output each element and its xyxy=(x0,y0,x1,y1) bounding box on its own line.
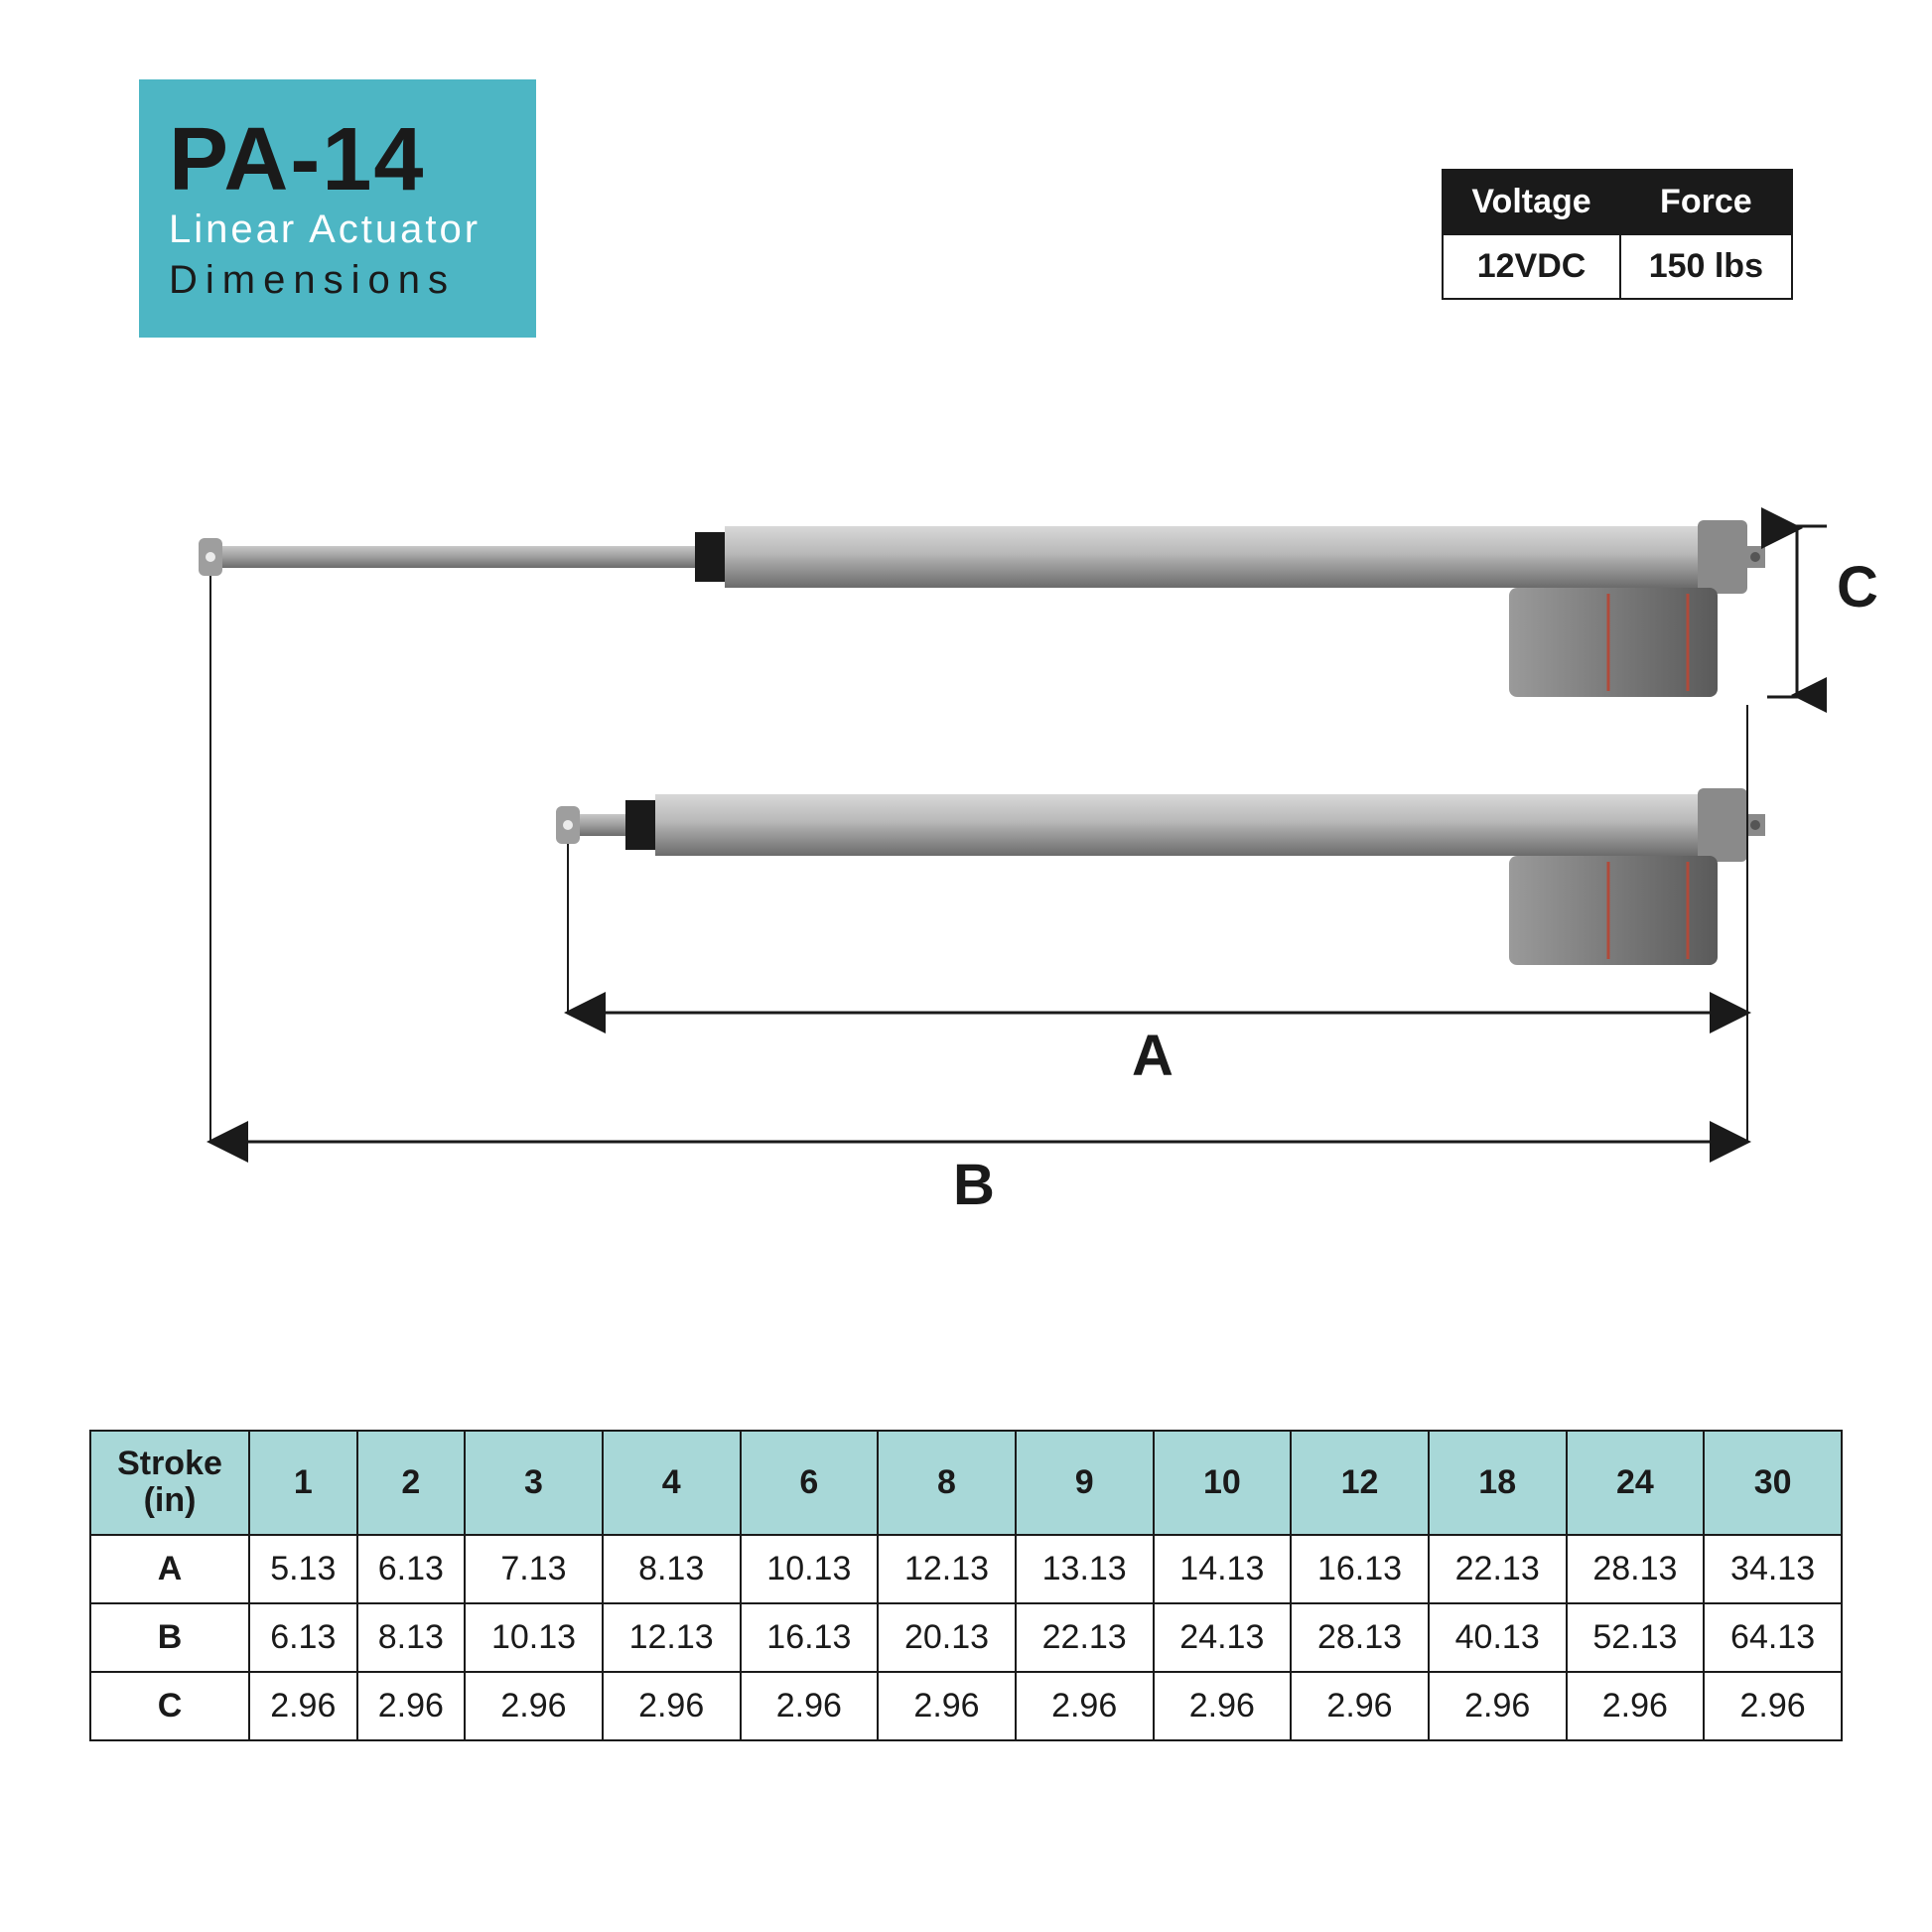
cell: 28.13 xyxy=(1567,1535,1705,1603)
cell: 52.13 xyxy=(1567,1603,1705,1672)
cell: 2.96 xyxy=(465,1672,603,1740)
cell: 2.96 xyxy=(249,1672,357,1740)
stroke-header: Stroke (in) xyxy=(90,1431,249,1535)
stroke-col: 8 xyxy=(878,1431,1016,1535)
actuator-extended xyxy=(199,520,1765,697)
title-block: PA-14 Linear Actuator Dimensions xyxy=(139,79,536,338)
title-subtitle-2: Dimensions xyxy=(169,258,506,303)
row-label-b: B xyxy=(90,1603,249,1672)
cell: 2.96 xyxy=(741,1672,879,1740)
cell: 5.13 xyxy=(249,1535,357,1603)
row-label-a: A xyxy=(90,1535,249,1603)
dim-label-c: C xyxy=(1837,554,1878,621)
cell: 2.96 xyxy=(1704,1672,1842,1740)
title-main: PA-14 xyxy=(169,109,506,211)
cell: 24.13 xyxy=(1154,1603,1292,1672)
stroke-col: 4 xyxy=(603,1431,741,1535)
stroke-col: 9 xyxy=(1016,1431,1154,1535)
title-subtitle-1: Linear Actuator xyxy=(169,207,506,252)
cell: 12.13 xyxy=(603,1603,741,1672)
cell: 2.96 xyxy=(603,1672,741,1740)
stroke-col: 10 xyxy=(1154,1431,1292,1535)
dimensions-table: Stroke (in) 1 2 3 4 6 8 9 10 12 18 24 30… xyxy=(89,1430,1843,1741)
cell: 8.13 xyxy=(357,1603,466,1672)
cell: 8.13 xyxy=(603,1535,741,1603)
spec-header-force: Force xyxy=(1620,170,1792,234)
cell: 64.13 xyxy=(1704,1603,1842,1672)
table-row: C 2.96 2.96 2.96 2.96 2.96 2.96 2.96 2.9… xyxy=(90,1672,1842,1740)
dimension-c xyxy=(1767,526,1827,697)
cell: 10.13 xyxy=(741,1535,879,1603)
cell: 2.96 xyxy=(1154,1672,1292,1740)
cell: 13.13 xyxy=(1016,1535,1154,1603)
cell: 6.13 xyxy=(357,1535,466,1603)
stroke-col: 30 xyxy=(1704,1431,1842,1535)
table-header-row: Stroke (in) 1 2 3 4 6 8 9 10 12 18 24 30 xyxy=(90,1431,1842,1535)
cell: 16.13 xyxy=(741,1603,879,1672)
cell: 2.96 xyxy=(1567,1672,1705,1740)
stroke-col: 24 xyxy=(1567,1431,1705,1535)
dim-label-a: A xyxy=(1132,1023,1173,1089)
actuator-diagram: C A B xyxy=(139,477,1813,1211)
cell: 7.13 xyxy=(465,1535,603,1603)
cell: 2.96 xyxy=(878,1672,1016,1740)
cell: 28.13 xyxy=(1291,1603,1429,1672)
stroke-col: 18 xyxy=(1429,1431,1567,1535)
stroke-col: 3 xyxy=(465,1431,603,1535)
stroke-col: 6 xyxy=(741,1431,879,1535)
row-label-c: C xyxy=(90,1672,249,1740)
cell: 34.13 xyxy=(1704,1535,1842,1603)
cell: 2.96 xyxy=(1291,1672,1429,1740)
stroke-col: 12 xyxy=(1291,1431,1429,1535)
cell: 10.13 xyxy=(465,1603,603,1672)
spec-value-voltage: 12VDC xyxy=(1443,234,1619,299)
cell: 6.13 xyxy=(249,1603,357,1672)
cell: 12.13 xyxy=(878,1535,1016,1603)
cell: 22.13 xyxy=(1016,1603,1154,1672)
cell: 14.13 xyxy=(1154,1535,1292,1603)
cell: 2.96 xyxy=(1429,1672,1567,1740)
actuator-svg xyxy=(139,477,1827,1211)
cell: 22.13 xyxy=(1429,1535,1567,1603)
table-row: B 6.13 8.13 10.13 12.13 16.13 20.13 22.1… xyxy=(90,1603,1842,1672)
actuator-retracted xyxy=(556,788,1765,965)
cell: 2.96 xyxy=(1016,1672,1154,1740)
spec-header-voltage: Voltage xyxy=(1443,170,1619,234)
cell: 20.13 xyxy=(878,1603,1016,1672)
cell: 2.96 xyxy=(357,1672,466,1740)
spec-table: Voltage Force 12VDC 150 lbs xyxy=(1442,169,1793,300)
cell: 40.13 xyxy=(1429,1603,1567,1672)
cell: 16.13 xyxy=(1291,1535,1429,1603)
stroke-col: 2 xyxy=(357,1431,466,1535)
dim-label-b: B xyxy=(953,1152,995,1218)
stroke-col: 1 xyxy=(249,1431,357,1535)
spec-value-force: 150 lbs xyxy=(1620,234,1792,299)
table-row: A 5.13 6.13 7.13 8.13 10.13 12.13 13.13 … xyxy=(90,1535,1842,1603)
